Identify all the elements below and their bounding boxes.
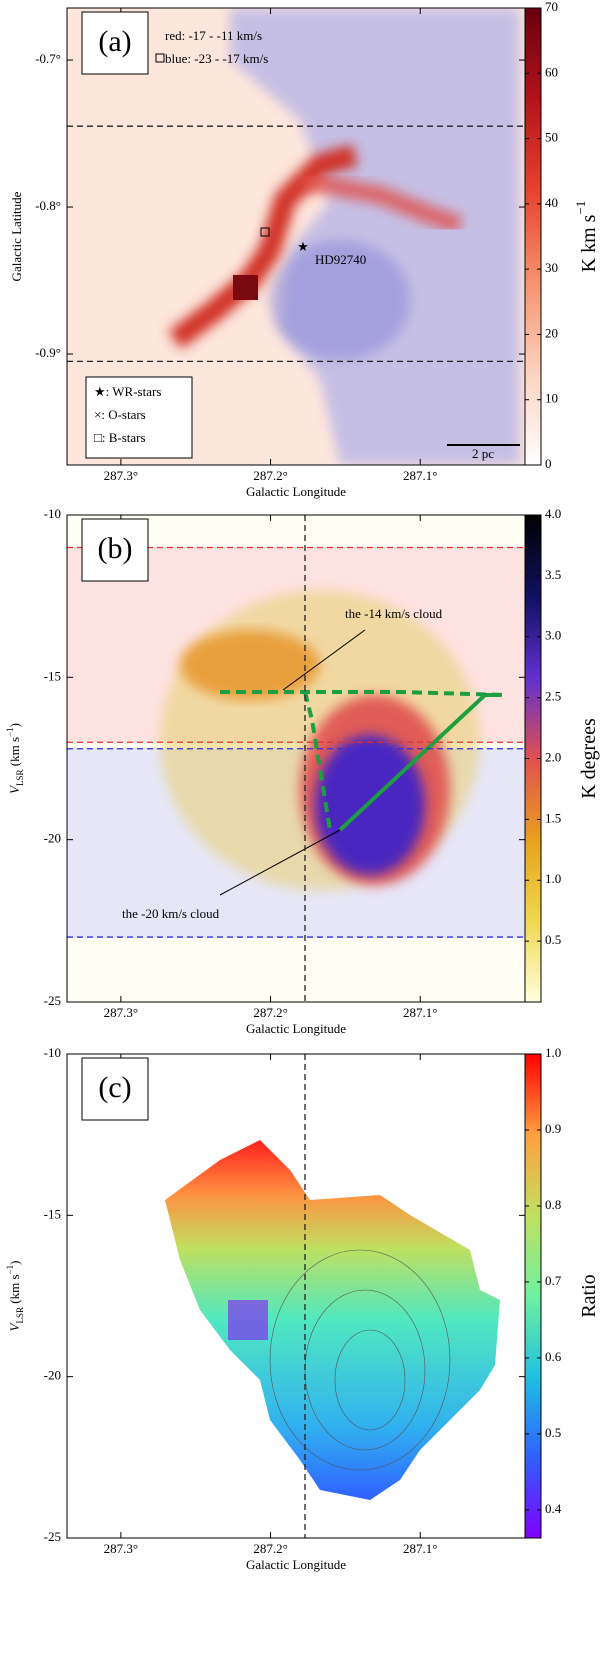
colorbar-tick-label: 60 [545,64,558,79]
panel-label-box [81,11,149,75]
colorbar-label-part: Ratio [578,1274,600,1317]
colorbar-tick-label: 0.6 [545,1349,562,1364]
x-axis-label: Galactic Longitude [246,484,346,499]
x-tick-label: 287.1° [403,1541,437,1556]
square-marker [260,227,270,237]
colorbar-tick-label: 4.0 [545,506,561,521]
legend-entry: □: B-stars [94,430,146,445]
colorbar-tick-label: 70 [545,0,558,14]
annotation: HD92740 [315,252,366,267]
colorbar-label-part: K km s [578,214,600,272]
colorbar-tick-label: 1.0 [545,871,561,886]
y-tick-label: -15 [44,668,61,683]
annotation: 2 pc [472,446,494,461]
panel-label: (a) [98,25,131,58]
y-axis-label-part: ) [7,1261,22,1265]
star-marker: ★ [297,239,309,254]
colorbar-tick-label: 2.5 [545,689,561,704]
y-axis-label-part: ) [7,723,22,727]
colorbar-tick-label: 1.0 [545,1045,561,1060]
y-axis-label-part: LSR [15,769,25,786]
colorbar-tick-label: 0.5 [545,932,561,947]
annotation: the -20 km/s cloud [122,906,220,921]
x-tick-label: 287.3° [104,1005,138,1020]
y-tick-label: -10 [44,506,61,521]
colorbar-tick-label: 30 [545,260,558,275]
legend-entry: ★: WR-stars [94,384,161,399]
y-tick-label: -25 [44,1529,61,1544]
y-tick-label: -0.8° [35,198,61,213]
legend-entry: ×: O-stars [94,407,146,422]
annotation: blue: -23 - -17 km/s [165,51,268,66]
colorbar-tick-label: 0.8 [545,1197,561,1212]
colorbar-label-part: K degrees [578,718,600,799]
y-axis-label-part: (km s [7,1274,22,1307]
colorbar-tick-label: 20 [545,325,558,340]
y-tick-label: -0.9° [35,345,61,360]
x-tick-label: 287.2° [253,1541,287,1556]
y-tick-label: -0.7° [35,51,61,66]
y-tick-label: -25 [44,993,61,1008]
x-axis-label: Galactic Longitude [246,1021,346,1036]
y-axis-label-part: V [7,1321,22,1331]
colorbar-tick-label: 50 [545,130,558,145]
y-axis-label-part: (km s [7,737,22,770]
x-tick-label: 287.3° [104,468,138,483]
colorbar-tick-label: 0.9 [545,1121,561,1136]
colorbar-tick-label: 40 [545,195,558,210]
colorbar-tick-label: 3.0 [545,628,561,643]
x-axis-label: Galactic Longitude [246,1557,346,1572]
x-tick-label: 287.3° [104,1541,138,1556]
y-axis-label-part: −1 [5,1265,15,1275]
y-axis-label-part: LSR [15,1307,25,1324]
colorbar-tick-label: 0.4 [545,1501,562,1516]
annotation: the -14 km/s cloud [345,606,443,621]
map-image [67,515,525,1002]
colorbar-tick-label: 1.5 [545,810,561,825]
map-image [165,1140,500,1500]
panel-label: (b) [98,532,133,565]
colorbar-label: Ratio [578,1274,600,1317]
colorbar-label: K km s−1 [573,201,599,273]
colorbar-tick-label: 0 [545,456,552,471]
y-axis-label-part: V [7,784,22,794]
y-tick-label: -10 [44,1045,61,1060]
panel-label-box [81,518,149,582]
y-axis-label-part: −1 [5,727,15,737]
colorbar-label-part: −1 [573,201,588,215]
annotation: red: -17 - -11 km/s [165,28,262,43]
y-axis-label: VLSR (km s−1) [5,723,25,794]
colorbar-label: K degrees [578,718,600,799]
y-tick-label: -20 [44,831,61,846]
x-tick-label: 287.1° [403,468,437,483]
colorbar-tick-label: 3.5 [545,567,561,582]
y-axis-label: VLSR (km s−1) [5,1261,25,1332]
colorbar-tick-label: 10 [545,391,558,406]
legend-box [85,376,193,459]
colorbar [524,1053,542,1539]
colorbar [524,7,542,466]
x-tick-label: 287.1° [403,1005,437,1020]
y-tick-label: -15 [44,1206,61,1221]
colorbar-tick-label: 0.5 [545,1425,561,1440]
panel-label-box [81,1057,149,1121]
colorbar-tick-label: 0.7 [545,1273,562,1288]
y-axis-label: Galactic Latitude [9,191,24,281]
y-tick-label: -20 [44,1368,61,1383]
x-tick-label: 287.2° [253,468,287,483]
square-marker [155,53,165,63]
colorbar-tick-label: 2.0 [545,749,561,764]
panel-label: (c) [98,1071,131,1104]
x-tick-label: 287.2° [253,1005,287,1020]
